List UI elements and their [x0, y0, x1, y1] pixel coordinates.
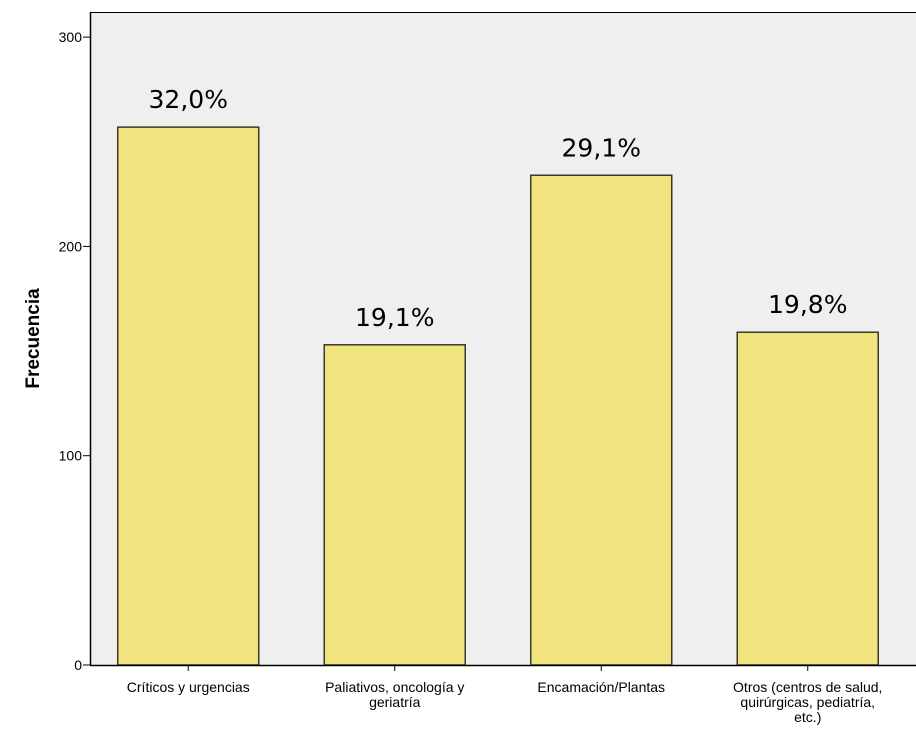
bar: [323, 344, 466, 666]
category-label-line: Otros (centros de salud,: [733, 679, 882, 695]
category-label: Encamación/Plantas: [537, 679, 665, 695]
category-label-line: etc.): [794, 709, 821, 725]
y-tick-label: 0: [74, 657, 82, 673]
data-labels-group: 32,0% 19,1% 29,1% 19,8%: [149, 85, 848, 332]
y-tick-label: 200: [59, 238, 83, 254]
category-label-line: Encamación/Plantas: [537, 679, 665, 695]
category-label-line: Críticos y urgencias: [127, 679, 250, 695]
y-axis: 0 100 200 300: [59, 12, 92, 673]
bar: [736, 331, 879, 666]
data-label: 19,8%: [768, 290, 847, 319]
category-label: Paliativos, oncología y geriatría: [325, 679, 464, 710]
bars-group: [117, 126, 879, 666]
category-label-line: geriatría: [369, 694, 421, 710]
x-axis: Críticos y urgencias Paliativos, oncologí…: [90, 664, 916, 725]
bar: [117, 126, 260, 666]
y-tick-label: 300: [59, 29, 83, 45]
data-label: 19,1%: [355, 303, 434, 332]
category-label: Otros (centros de salud, quirúrgicas, ped…: [733, 679, 882, 725]
y-axis-title: Frecuencia: [23, 288, 44, 389]
bar: [530, 174, 673, 666]
y-tick-label: 100: [59, 448, 83, 464]
category-label-line: quirúrgicas, pediatría,: [740, 694, 875, 710]
category-label: Críticos y urgencias: [127, 679, 250, 695]
data-label: 29,1%: [562, 133, 641, 162]
data-label: 32,0%: [149, 85, 228, 114]
category-label-line: Paliativos, oncología y: [325, 679, 464, 695]
